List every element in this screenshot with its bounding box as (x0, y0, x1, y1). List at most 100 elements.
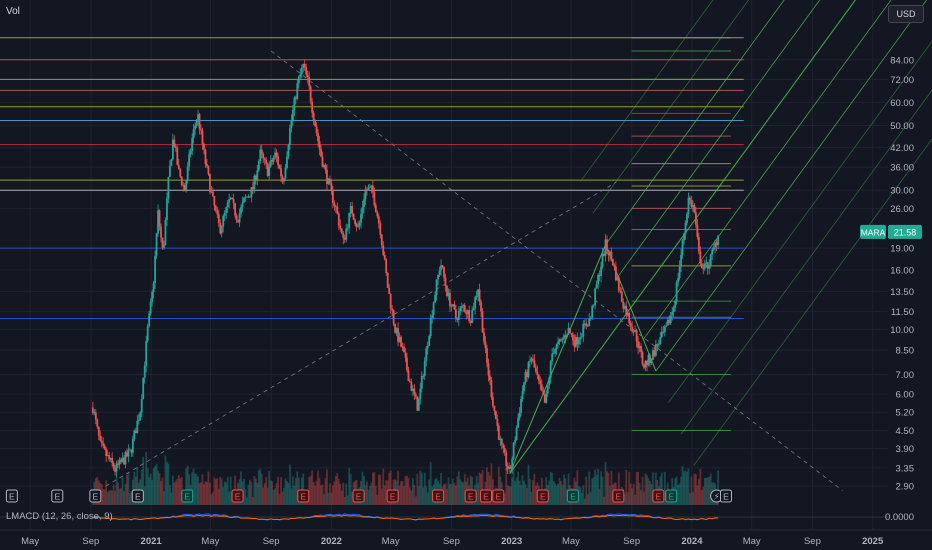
currency-button[interactable]: USD (888, 5, 924, 23)
volume-bar (481, 470, 484, 505)
volume-bar (240, 471, 242, 505)
candle-body (414, 394, 417, 397)
earnings-marker[interactable]: E (464, 489, 477, 503)
volume-bar (331, 485, 334, 505)
candle-body (216, 210, 219, 215)
earnings-label: E (9, 492, 15, 502)
candle-body (407, 370, 410, 382)
candle-body (623, 305, 626, 309)
candle-body (329, 178, 331, 184)
candle-body (331, 189, 334, 203)
earnings-marker[interactable]: E (131, 489, 144, 503)
pitchfork-handle (509, 244, 606, 474)
candle-body (257, 161, 260, 171)
volume-bar (140, 469, 143, 505)
volume-bar (681, 466, 684, 505)
volume-bar (382, 468, 385, 505)
price-axis[interactable]: 84.00 72.00 60.00 50.00 42.00 36.00 30.00 26.00… (885, 55, 914, 523)
candle-body (493, 405, 496, 411)
earnings-marker[interactable]: E (492, 489, 505, 503)
pitchfork-line (579, 0, 714, 182)
candle-body (114, 468, 116, 472)
candle-body (597, 274, 599, 285)
candle-body (583, 323, 586, 325)
candle-body (549, 361, 552, 378)
candle-body (432, 302, 435, 316)
volume-bar (143, 486, 146, 505)
earnings-marker[interactable]: E (479, 489, 492, 503)
earnings-label: E (235, 492, 241, 502)
volume-bar (515, 477, 518, 505)
earnings-label: E (616, 492, 622, 502)
candle-body (337, 213, 340, 226)
volume-bar (247, 484, 250, 505)
lmacd-label[interactable]: LMACD (12, 26, close, 9) (6, 511, 113, 522)
earnings-marker[interactable]: E (612, 489, 625, 503)
candle-body (417, 398, 420, 411)
earnings-marker[interactable]: E (5, 489, 18, 503)
earnings-marker[interactable]: E (652, 489, 665, 503)
price-axis-label: 5.20 (896, 408, 915, 419)
earnings-marker[interactable]: E (432, 489, 445, 503)
candle-body (649, 354, 651, 363)
candle-body (183, 185, 186, 192)
earnings-marker[interactable]: E (720, 489, 733, 503)
candle-body (609, 251, 611, 256)
candle-body (508, 466, 511, 469)
earnings-marker[interactable]: E (665, 489, 678, 503)
pitchfork-line (680, 89, 932, 435)
candle-body (700, 263, 703, 268)
candle-body (91, 407, 94, 414)
earnings-marker[interactable]: E (536, 489, 549, 503)
volume-bar (428, 479, 431, 505)
earnings-marker[interactable]: E (51, 489, 64, 503)
candle-body (674, 300, 677, 308)
earnings-marker[interactable]: E (297, 489, 310, 503)
volume-bar (505, 468, 508, 505)
volume-bar (552, 480, 555, 505)
candle-body (112, 463, 115, 469)
candle-body (157, 210, 159, 234)
candle-body (592, 305, 595, 307)
candle-body (380, 234, 383, 246)
candle-body (403, 346, 405, 353)
volume-bar (277, 476, 279, 505)
candle-body (188, 154, 191, 167)
volume-bar (339, 483, 342, 505)
volume-bar (366, 481, 368, 505)
volume-bar (425, 486, 428, 505)
earnings-badge (386, 489, 399, 503)
candle-body (333, 202, 336, 206)
earnings-marker[interactable]: E (386, 489, 399, 503)
candle-body (628, 313, 631, 324)
volume-bar (583, 498, 586, 505)
volume-bar (518, 480, 521, 505)
candle-body (397, 328, 399, 342)
candle-body (536, 371, 539, 376)
volume-bar (263, 483, 266, 505)
candle-body (143, 365, 146, 378)
time-axis[interactable]: May Sep 2021 May Sep 2022 May Sep 2023 May Sep 2024… (0, 529, 932, 547)
volume-bar (370, 482, 373, 505)
earnings-marker[interactable]: E (231, 489, 244, 503)
earnings-marker[interactable]: E (566, 489, 579, 503)
volume-bar (567, 473, 570, 505)
earnings-marker[interactable]: E (181, 489, 194, 503)
volume-bar (293, 485, 296, 505)
volume-bar (697, 479, 700, 505)
volume-bar (343, 496, 346, 505)
earnings-label: E (184, 492, 190, 502)
candle-body (177, 164, 180, 169)
earnings-marker[interactable]: E (352, 489, 365, 503)
candle-body (200, 129, 202, 131)
volume-bar (251, 497, 254, 505)
candle-body (692, 205, 694, 207)
candle-body (443, 266, 445, 278)
candle-body (539, 380, 542, 385)
event-markers[interactable]: E E E E E E E E E E E E E E E E E E ⚡ E (5, 489, 733, 503)
volume-bar (606, 471, 608, 505)
candle-body (231, 197, 234, 200)
earnings-label: E (668, 492, 674, 502)
earnings-marker[interactable]: E (89, 489, 102, 503)
